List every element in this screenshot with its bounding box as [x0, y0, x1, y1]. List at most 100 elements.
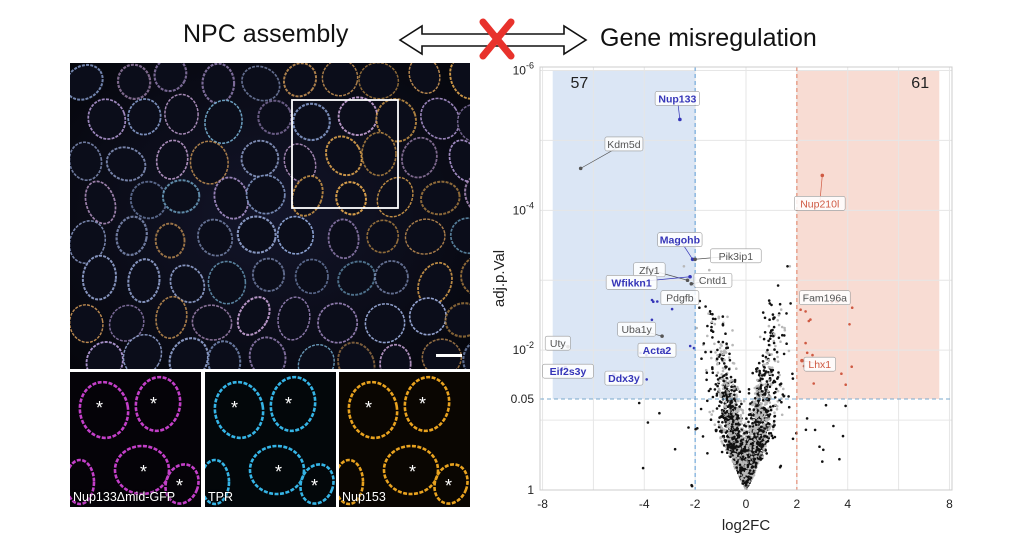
gene-point	[754, 462, 758, 465]
gene-point	[758, 401, 762, 405]
gene-point	[753, 445, 756, 449]
gene-point	[720, 373, 723, 376]
gene-point	[770, 370, 773, 373]
gene-point	[715, 374, 718, 377]
gene-point	[773, 396, 777, 399]
asterisk-marker: *	[140, 462, 147, 482]
gene-point	[767, 343, 771, 347]
gene-point	[728, 443, 731, 446]
nucleus	[191, 304, 233, 341]
gene-point	[745, 470, 749, 474]
gene-point	[747, 455, 750, 459]
nucleus	[85, 341, 124, 369]
gene-point	[723, 358, 726, 362]
gene-point	[773, 380, 777, 384]
gene-point	[714, 428, 718, 432]
nucleus	[292, 102, 331, 142]
gene-point	[725, 346, 728, 350]
gene-label: Eif2s3y	[550, 366, 587, 378]
gene-point	[755, 420, 759, 423]
gene-point	[725, 417, 728, 421]
highlighted-gene-point	[578, 166, 583, 171]
gene-point	[732, 397, 736, 401]
gene-point	[658, 411, 661, 415]
nucleus	[116, 63, 152, 101]
asterisk-marker: *	[409, 462, 416, 482]
gene-point	[724, 420, 727, 424]
gene-point	[753, 460, 756, 464]
nucleus	[127, 258, 161, 304]
gene-point	[746, 463, 750, 467]
gene-point	[709, 418, 713, 422]
gene-point	[717, 380, 721, 384]
gene-point	[791, 377, 795, 380]
count-up: 61	[911, 75, 929, 92]
gene-point	[752, 408, 756, 411]
gene-point	[724, 400, 728, 404]
gene-point	[771, 428, 775, 431]
gene-point	[781, 333, 784, 337]
gene-point	[841, 434, 845, 438]
gene-point	[783, 326, 786, 330]
gene-point	[711, 367, 714, 371]
nucleus	[236, 296, 271, 336]
gene-point	[773, 414, 777, 418]
gene-point	[730, 446, 733, 449]
gene-point	[755, 445, 759, 449]
gene-point	[764, 355, 768, 359]
gene-point	[728, 352, 731, 356]
asterisk-marker: *	[311, 476, 318, 496]
gene-point	[756, 453, 760, 456]
gene-point	[737, 430, 741, 433]
gene-point	[724, 405, 727, 409]
gene-point	[751, 437, 754, 441]
gene-point	[710, 413, 713, 416]
nucleus	[251, 257, 286, 292]
gene-point	[751, 441, 754, 445]
gene-point	[750, 472, 754, 475]
nucleus	[361, 131, 397, 177]
gene-point	[758, 371, 761, 375]
gene-point	[717, 340, 720, 344]
gene-point	[753, 438, 756, 441]
nucleus	[401, 136, 438, 179]
gene-point	[763, 316, 767, 320]
gene-point	[787, 405, 791, 409]
gene-point	[780, 325, 784, 329]
gene-point	[698, 306, 701, 309]
gene-point	[716, 348, 719, 352]
gene-point	[789, 302, 792, 305]
gene-point	[757, 425, 760, 428]
nucleus	[248, 336, 287, 369]
gene-point	[765, 452, 768, 455]
gene-point	[745, 430, 748, 434]
gene-point	[713, 342, 716, 346]
gene-point	[733, 452, 736, 456]
gene-point	[764, 370, 768, 373]
gene-point	[722, 430, 726, 434]
gene-point	[731, 431, 735, 434]
gene-point	[758, 369, 761, 373]
gene-point	[744, 436, 747, 440]
gene-point	[718, 423, 721, 427]
gene-point	[731, 437, 734, 440]
gene-point	[850, 365, 853, 369]
gene-point	[848, 323, 851, 326]
gene-point	[721, 340, 725, 344]
nucleus	[462, 339, 470, 369]
gene-point	[762, 337, 766, 341]
gene-point	[775, 387, 778, 391]
gene-point	[740, 402, 743, 406]
inset-orange: * * * * Nup153	[333, 372, 470, 507]
gene-point	[722, 394, 725, 398]
gene-label: Pik3ip1	[719, 251, 754, 263]
gene-point	[724, 424, 727, 428]
gene-label: Nup210l	[800, 198, 839, 210]
gene-point	[737, 452, 740, 456]
gene-point	[720, 450, 724, 454]
gene-point	[744, 464, 747, 468]
gene-label-box	[693, 272, 733, 288]
nucleus	[291, 175, 324, 217]
gene-label: Magohb	[660, 235, 700, 247]
gene-point	[838, 457, 841, 461]
